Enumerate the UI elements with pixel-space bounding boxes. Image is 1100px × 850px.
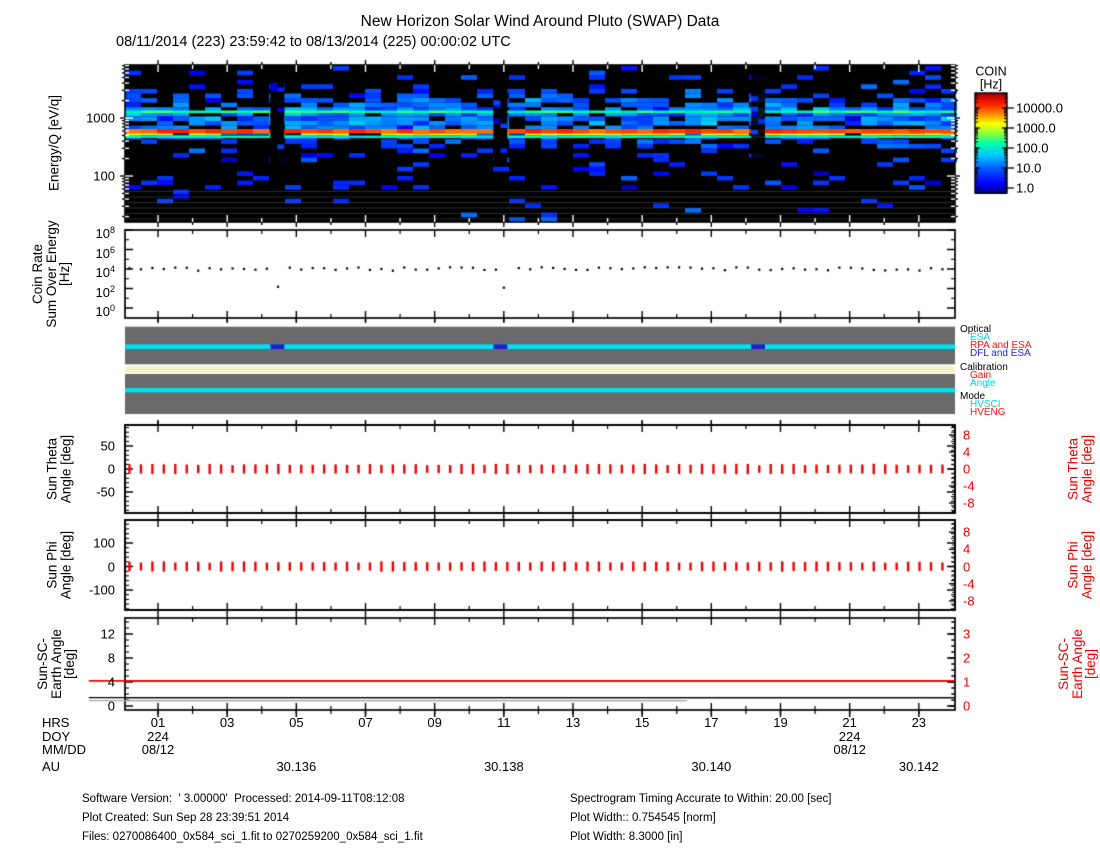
legend-item: Angle [970,378,996,389]
colorbar-title-line2: [Hz] [979,77,1003,92]
xaxis-mmdd-label: 08/12 [141,741,175,757]
suntheta-right-ytick-label: -4 [963,478,975,494]
xaxis-hour-label: 09 [427,715,442,730]
legend-item: HVENG [970,407,1006,418]
coinrate-ytick-label: 106 [95,244,115,261]
xaxis-hour-label: 19 [773,715,788,730]
earthangle-right-ytick-label: 2 [963,650,971,666]
xaxis-row-label: HRS [42,715,70,730]
earthangle-ytick-label: 8 [107,650,115,666]
sunphi-ytick-label: 0 [107,559,115,574]
sunphi-right-ytick-label: 4 [963,541,971,557]
earthangle-right-ytick-label: 0 [963,698,971,714]
spectrogram-ytick-label: 1000 [86,110,115,126]
spectrogram-ytick-label: 100 [93,168,115,184]
sunphi-right-ylabel: Sun Phi Angle [deg] [1065,530,1095,600]
legend-item: HVSCI [970,399,1001,410]
footer-plot-created: Plot Created: Sun Sep 28 23:39:51 2014 [82,812,290,824]
suntheta-right-ytick-label: 8 [963,427,971,443]
coinrate-ytick-label: 108 [95,224,115,242]
xaxis-hour-label: 23 [911,715,927,730]
xaxis-row-label: AU [42,758,61,774]
suntheta-ylabel: Sun Theta Angle [deg] [44,434,74,504]
colorbar-tick-label: 10000.0 [1016,100,1063,116]
sunphi-right-ytick-label: -8 [963,593,975,609]
legend-item: RPA and ESA [970,340,1032,351]
xaxis-row-label: DOY [42,728,71,744]
coinrate-ytick-label: 100 [95,302,115,320]
earthangle-right-ytick-label: 3 [963,626,971,642]
colorbar-title-line1: COIN [975,64,1007,79]
suntheta-right-ytick-label: 4 [963,444,971,460]
coinrate-ytick-exponent: 8 [109,224,115,235]
coinrate-ytick-exponent: 4 [109,263,115,274]
xaxis-hour-label: 03 [219,715,235,730]
plot-title: New Horizon Solar Wind Around Pluto (SWA… [360,13,720,30]
sunphi-ytick-label: 100 [93,535,115,551]
earthangle-ytick-label: 4 [107,674,115,690]
legend-item: DFL and ESA [970,348,1031,359]
xaxis-mmdd-label: 08/12 [833,741,866,757]
coinrate-ytick-exponent: 2 [109,283,115,294]
xaxis-doy-label: 224 [147,728,169,744]
suntheta-ytick-label: -50 [96,484,115,500]
suntheta-ytick-label: 0 [107,461,115,477]
sunphi-right-ytick-label: -4 [963,576,975,592]
footer-software-version: Software Version: ' 3.00000' Processed: … [82,793,405,805]
xaxis-au-label: 30.136 [276,758,317,774]
coinrate-ytick-exponent: 0 [109,302,115,313]
spectrogram-ylabel: Energy/Q [eV/q] [46,94,62,192]
xaxis-hour-label: 11 [497,715,511,730]
coinrate-ytick-exponent: 6 [109,244,115,255]
footer-files: Files: 0270086400_0x584_sci_1.fit to 027… [82,831,423,843]
xaxis-hour-label: 21 [842,715,857,730]
xaxis-row-label: MM/DD [42,741,87,757]
colorbar-tick-label: 100.0 [1016,140,1049,156]
earthangle-ytick-label: 12 [100,626,115,642]
sunphi-ylabel: Sun Phi Angle [deg] [44,530,74,600]
plot-subtitle: 08/11/2014 (223) 23:59:42 to 08/13/2014 … [116,34,511,50]
footer-plot-width-in: Plot Width: 8.3000 [in] [570,831,683,843]
xaxis-hour-label: 17 [704,715,719,730]
sunphi-right-ytick-label: 8 [963,524,971,540]
legend-group-title: Optical [960,324,992,335]
xaxis-hour-label: 15 [634,715,650,730]
suntheta-right-ytick-label: -8 [963,495,975,511]
suntheta-right-ylabel: Sun Theta Angle [deg] [1065,434,1095,504]
legend-item: Gain [970,370,992,381]
colorbar-tick-label: 1000.0 [1016,120,1056,136]
coinrate-ylabel: Coin Rate Sum Over Energy [Hz] [29,220,72,328]
legend-item: ESA [970,332,991,343]
coinrate-ytick-label: 102 [95,283,115,300]
sunphi-right-ytick-label: 0 [963,559,971,574]
legend-group-title: Mode [960,391,986,402]
footer-timing-accuracy: Spectrogram Timing Accurate to Within: 2… [570,793,832,805]
colorbar-tick-label: 1.0 [1016,180,1035,196]
xaxis-hour-label: 13 [565,715,581,730]
suntheta-right-ytick-label: 0 [963,461,971,477]
legend-group-title: Calibration [960,362,1008,373]
xaxis-doy-label: 224 [838,728,861,744]
earthangle-right-ylabel: Sun-SC- Earth Angle [deg] [1055,629,1098,699]
xaxis-au-label: 30.142 [898,758,939,774]
coinrate-ytick-label: 104 [95,263,115,281]
earthangle-ytick-label: 0 [107,698,115,714]
xaxis-hour-label: 07 [358,715,373,730]
xaxis-hour-label: 05 [289,715,304,730]
sunphi-ytick-label: -100 [88,582,115,598]
xaxis-au-label: 30.138 [483,758,524,774]
xaxis-hour-label: 01 [150,715,166,730]
colorbar-tick-label: 10.0 [1016,160,1042,176]
earthangle-right-ytick-label: 1 [963,674,971,690]
xaxis-au-label: 30.140 [691,758,732,774]
earthangle-ylabel: Sun-SC- Earth Angle [deg] [34,629,77,699]
suntheta-ytick-label: 50 [100,438,115,454]
footer-plot-width-norm: Plot Width:: 0.754545 [norm] [570,812,716,824]
